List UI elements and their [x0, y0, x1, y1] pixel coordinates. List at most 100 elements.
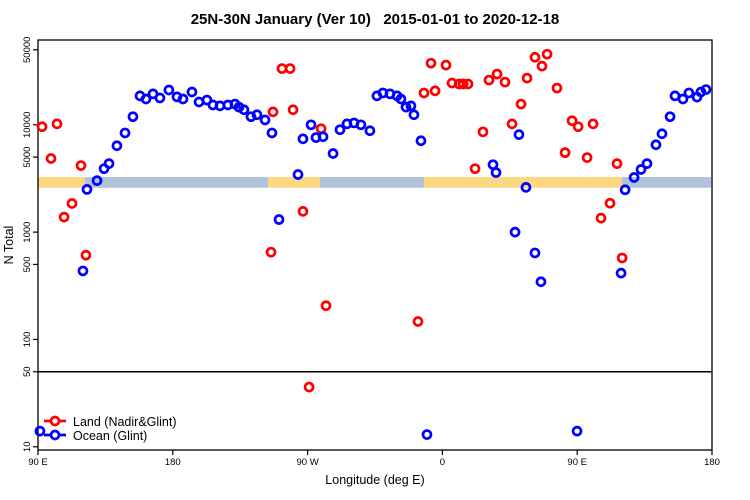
land-point [66, 198, 78, 209]
ocean-point [273, 214, 285, 225]
ocean-point [405, 100, 417, 112]
x-tick-label: 90 W [297, 457, 319, 468]
land-point [595, 212, 607, 224]
y-tick-label: 100 [22, 332, 33, 348]
ocean-point [119, 127, 131, 139]
land-point [80, 249, 92, 261]
land-point [265, 246, 277, 258]
y-tick-label: 50000 [22, 37, 33, 63]
legend-marker-land [49, 415, 61, 427]
land-point [469, 163, 481, 175]
y-tick-label: 1000 [22, 222, 33, 243]
threshold-band-segment [423, 177, 623, 188]
x-tick-label: 180 [165, 457, 181, 468]
ocean-point [77, 265, 89, 277]
ocean-point [266, 127, 278, 139]
ocean-point [140, 93, 152, 105]
legend-label-land: Land (Nadir&Glint) [73, 415, 177, 429]
land-point [587, 118, 599, 130]
ocean-point [520, 182, 532, 193]
ocean-point [490, 167, 502, 178]
ocean-point [529, 247, 541, 259]
ocean-point [297, 133, 309, 145]
ocean-point [355, 119, 367, 131]
ocean-point [619, 184, 631, 196]
land-point [284, 63, 296, 74]
ocean-point [683, 87, 695, 99]
y-tick-label: 10 [22, 441, 33, 452]
ocean-point [327, 148, 339, 159]
land-point [303, 381, 315, 393]
ocean-point [656, 128, 668, 140]
land-point [572, 121, 584, 133]
x-tick-label: 180 [704, 457, 720, 468]
x-axis-title: Longitude (deg E) [325, 473, 424, 487]
ocean-point [571, 425, 583, 437]
land-point [515, 98, 527, 110]
land-point [499, 76, 511, 88]
ocean-point [251, 109, 263, 121]
land-point [287, 104, 299, 116]
land-point [541, 48, 553, 60]
ocean-point [317, 131, 329, 143]
ocean-point [292, 169, 304, 180]
ocean-point [238, 104, 250, 116]
land-point [529, 51, 541, 63]
land-point [36, 121, 48, 133]
ocean-point [677, 93, 689, 105]
land-point [320, 300, 332, 312]
ocean-point [635, 164, 647, 175]
ocean-point [81, 184, 93, 195]
ocean-point [509, 226, 521, 238]
land-point [418, 87, 430, 99]
ocean-point [127, 111, 139, 123]
ocean-point [364, 125, 376, 137]
land-point [51, 118, 63, 130]
ocean-point [154, 92, 166, 104]
ocean-point [664, 111, 676, 123]
ocean-point [34, 425, 46, 437]
ocean-point [535, 276, 547, 288]
ocean-point [395, 93, 407, 105]
ocean-point [400, 101, 412, 113]
ocean-point [103, 158, 115, 169]
ocean-point [111, 140, 123, 152]
land-point [45, 153, 57, 164]
ocean-point [245, 111, 257, 123]
land-point [604, 197, 616, 209]
y-tick-label: 500 [22, 257, 33, 273]
land-point [483, 74, 495, 86]
threshold-band-segment [38, 177, 86, 188]
threshold-band-segment [320, 177, 424, 188]
land-point [75, 160, 87, 171]
ocean-point [641, 158, 653, 169]
chart-title: 25N-30N January (Ver 10) 2015-01-01 to 2… [190, 11, 560, 28]
ocean-point [305, 119, 317, 131]
land-point [58, 211, 70, 223]
threshold-band-segment [622, 177, 711, 188]
legend-label-ocean: Ocean (Glint) [73, 429, 147, 443]
ocean-point [163, 84, 175, 96]
ocean-point [615, 267, 627, 279]
ocean-point [177, 93, 189, 105]
land-point [611, 158, 623, 169]
land-point [616, 252, 628, 264]
land-point [551, 82, 563, 94]
y-tick-label: 5000 [22, 147, 33, 168]
land-point [521, 72, 533, 84]
threshold-band-segment [268, 177, 321, 188]
land-point [462, 78, 474, 90]
threshold-band-segment [85, 177, 269, 188]
plot-border [37, 39, 713, 451]
ocean-point [259, 114, 271, 126]
land-point [536, 60, 548, 72]
land-point [457, 78, 469, 90]
land-point [267, 106, 279, 118]
ocean-point [186, 86, 198, 98]
land-point [506, 118, 518, 130]
ocean-point [334, 124, 346, 136]
land-point [412, 316, 424, 327]
ocean-point [415, 135, 427, 147]
